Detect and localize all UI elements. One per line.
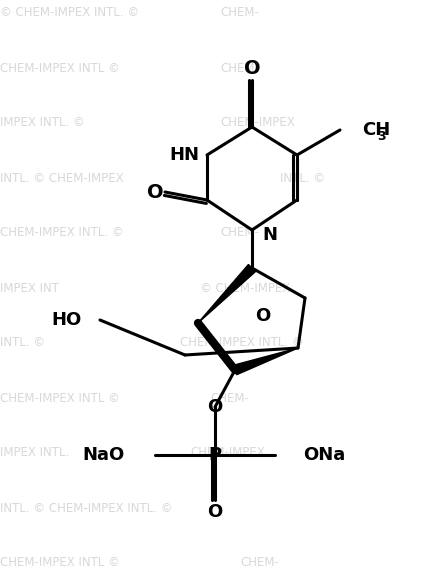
Text: INTL. ©: INTL. © (0, 336, 45, 349)
Text: O: O (255, 307, 270, 325)
Text: P: P (208, 446, 222, 464)
Text: CHEM-: CHEM- (220, 6, 259, 19)
Text: —: — (155, 448, 171, 463)
Text: O: O (207, 398, 223, 416)
Text: —: — (259, 448, 275, 463)
Text: CHEM-IMPEX: CHEM-IMPEX (190, 446, 265, 459)
Text: INTL. © CHEM-IMPEX INTL. ©: INTL. © CHEM-IMPEX INTL. © (0, 501, 172, 514)
Text: IMPEX INTL. ©: IMPEX INTL. © (0, 116, 85, 129)
Text: INTL. ©: INTL. © (280, 171, 325, 184)
Text: CHEM-: CHEM- (220, 61, 259, 74)
Text: HO: HO (52, 311, 82, 329)
Text: O: O (244, 58, 260, 77)
Text: 3: 3 (377, 130, 386, 143)
Text: CHEM-IMPEX INTL ©: CHEM-IMPEX INTL © (0, 391, 120, 404)
Text: CHEM-IMPEX INTL ©: CHEM-IMPEX INTL © (0, 61, 120, 74)
Text: CHEM-IMPEX INTL. ©: CHEM-IMPEX INTL. © (180, 336, 304, 349)
Text: O: O (146, 183, 164, 201)
Text: ONa: ONa (303, 446, 345, 464)
Polygon shape (198, 264, 255, 323)
Text: IMPEX INTL.: IMPEX INTL. (0, 446, 69, 459)
Polygon shape (233, 348, 298, 375)
Text: CHEM-IMPEX INTL ©: CHEM-IMPEX INTL © (0, 556, 120, 570)
Text: CHEM-: CHEM- (210, 391, 249, 404)
Text: IMPEX INT: IMPEX INT (0, 281, 59, 294)
Text: CHEM-: CHEM- (220, 226, 259, 239)
Text: N: N (262, 226, 277, 244)
Text: INTL. © CHEM-IMPEX: INTL. © CHEM-IMPEX (0, 171, 124, 184)
Text: © CHEM-IMPEX: © CHEM-IMPEX (200, 281, 290, 294)
Text: HN: HN (169, 146, 199, 164)
Text: © CHEM-IMPEX INTL. ©: © CHEM-IMPEX INTL. © (0, 6, 139, 19)
Text: CHEM-IMPEX INTL. ©: CHEM-IMPEX INTL. © (0, 226, 124, 239)
Text: O: O (207, 503, 223, 521)
Text: CHEM-: CHEM- (240, 556, 279, 570)
Text: CHEM-IMPEX: CHEM-IMPEX (220, 116, 295, 129)
Text: NaO: NaO (83, 446, 125, 464)
Text: CH: CH (362, 121, 390, 139)
